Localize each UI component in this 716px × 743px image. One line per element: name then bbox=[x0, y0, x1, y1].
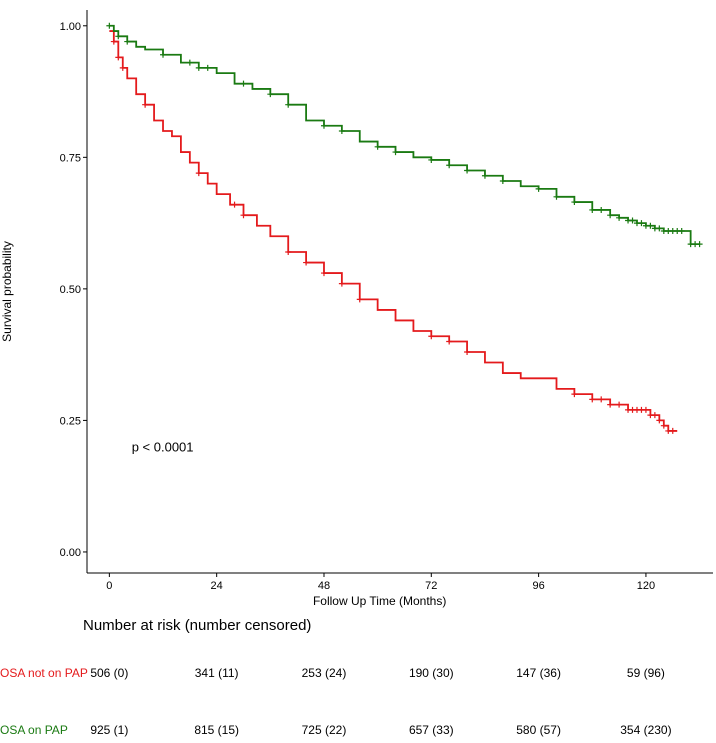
x-tick-label: 0 bbox=[106, 580, 112, 592]
y-axis-title: Survival probability bbox=[0, 241, 14, 342]
survival-curves bbox=[106, 22, 703, 434]
censor-mark bbox=[642, 406, 649, 413]
censor-mark bbox=[267, 91, 274, 98]
censor-mark bbox=[638, 220, 645, 227]
x-tick-label: 24 bbox=[211, 580, 223, 592]
censor-mark bbox=[651, 412, 658, 419]
censor-mark bbox=[124, 38, 131, 45]
censor-mark bbox=[195, 170, 202, 177]
x-tick-label: 120 bbox=[637, 580, 655, 592]
censor-mark bbox=[186, 59, 193, 66]
risk-cell: 341 (11) bbox=[194, 666, 239, 680]
censor-mark bbox=[428, 333, 435, 340]
censor-mark bbox=[616, 214, 623, 221]
censor-mark bbox=[464, 167, 471, 174]
risk-cell: 506 (0) bbox=[90, 666, 129, 680]
censor-mark bbox=[428, 156, 435, 163]
censor-mark bbox=[571, 199, 578, 206]
y-tick-label: 0.00 bbox=[60, 547, 81, 559]
risk-cell: 354 (230) bbox=[620, 723, 672, 737]
censor-mark bbox=[481, 172, 488, 179]
censor-mark bbox=[338, 128, 345, 135]
x-axis: 0 24 48 72 96 120 bbox=[87, 572, 713, 592]
censor-mark bbox=[303, 259, 310, 266]
censor-mark bbox=[629, 217, 636, 224]
risk-row-label: OSA on PAP bbox=[0, 723, 68, 737]
risk-cell: 147 (36) bbox=[516, 666, 561, 680]
censor-mark bbox=[669, 427, 676, 434]
censor-mark bbox=[115, 54, 122, 61]
risk-cell: 815 (15) bbox=[194, 723, 240, 737]
censor-mark bbox=[285, 249, 292, 256]
censor-mark bbox=[356, 296, 363, 303]
censor-mark bbox=[660, 422, 667, 429]
censor-mark bbox=[589, 206, 596, 213]
censor-mark bbox=[678, 227, 685, 234]
risk-cell: 725 (22) bbox=[301, 723, 347, 737]
y-tick-label: 0.50 bbox=[60, 284, 81, 296]
risk-cell: 925 (1) bbox=[90, 723, 129, 737]
censor-mark bbox=[195, 64, 202, 71]
censor-mark bbox=[499, 178, 506, 185]
censor-mark bbox=[240, 212, 247, 219]
censor-mark bbox=[607, 401, 614, 408]
censor-mark bbox=[446, 338, 453, 345]
curve-osa-on-pap bbox=[109, 24, 700, 246]
censor-mark bbox=[115, 33, 122, 40]
y-tick-label: 0.25 bbox=[60, 415, 81, 427]
censor-mark bbox=[110, 38, 117, 45]
curve-osa-not-on-pap bbox=[109, 30, 678, 432]
risk-row-osa-on-pap: OSA on PAP 925 (1) 815 (15) 725 (22) 657… bbox=[0, 723, 716, 743]
risk-row-osa-not-on-pap: OSA not on PAP 506 (0) 341 (11) 253 (24)… bbox=[0, 666, 716, 686]
censor-mark bbox=[119, 64, 126, 71]
y-tick-label: 0.75 bbox=[60, 152, 81, 164]
censor-mark bbox=[374, 143, 381, 150]
censor-mark bbox=[696, 241, 703, 248]
censor-mark bbox=[106, 22, 113, 29]
censor-mark bbox=[607, 212, 614, 219]
censor-mark bbox=[240, 80, 247, 87]
risk-cell: 253 (24) bbox=[301, 666, 347, 680]
censor-mark bbox=[598, 206, 605, 213]
censor-mark bbox=[598, 396, 605, 403]
censor-mark bbox=[392, 149, 399, 156]
censor-mark bbox=[231, 201, 238, 208]
risk-cell: 657 (33) bbox=[408, 723, 454, 737]
censor-mark bbox=[142, 101, 149, 108]
risk-row-label: OSA not on PAP bbox=[0, 666, 88, 680]
risk-cell: 190 (30) bbox=[408, 666, 454, 680]
censor-mark bbox=[320, 270, 327, 277]
x-tick-label: 96 bbox=[532, 580, 544, 592]
risk-cell: 580 (57) bbox=[516, 723, 561, 737]
x-axis-title: Follow Up Time (Months) bbox=[313, 594, 446, 608]
censor-mark bbox=[656, 225, 663, 232]
censor-mark bbox=[535, 185, 542, 192]
y-tick-label: 1.00 bbox=[60, 21, 81, 33]
censor-mark bbox=[571, 391, 578, 398]
censor-mark bbox=[589, 396, 596, 403]
censor-mark bbox=[285, 101, 292, 108]
censor-mark bbox=[464, 349, 471, 356]
p-value-annotation: p < 0.0001 bbox=[132, 440, 194, 455]
censor-mark bbox=[616, 401, 623, 408]
risk-cell: 59 (96) bbox=[626, 666, 665, 680]
censor-mark bbox=[446, 162, 453, 169]
x-tick-label: 48 bbox=[318, 580, 330, 592]
censor-mark bbox=[553, 193, 560, 200]
censor-mark bbox=[160, 51, 167, 58]
x-tick-label: 72 bbox=[425, 580, 437, 592]
censor-mark bbox=[647, 222, 654, 229]
censor-mark bbox=[320, 122, 327, 129]
y-axis: 0.00 0.25 0.50 0.75 1.00 bbox=[60, 10, 88, 573]
risk-table-title: Number at risk (number censored) bbox=[83, 617, 312, 634]
censor-mark bbox=[656, 417, 663, 424]
survival-plot: 0.00 0.25 0.50 0.75 1.00 0 24 48 72 96 120 p < 0.… bbox=[0, 10, 713, 608]
censor-mark bbox=[204, 64, 211, 71]
censor-mark bbox=[338, 280, 345, 287]
